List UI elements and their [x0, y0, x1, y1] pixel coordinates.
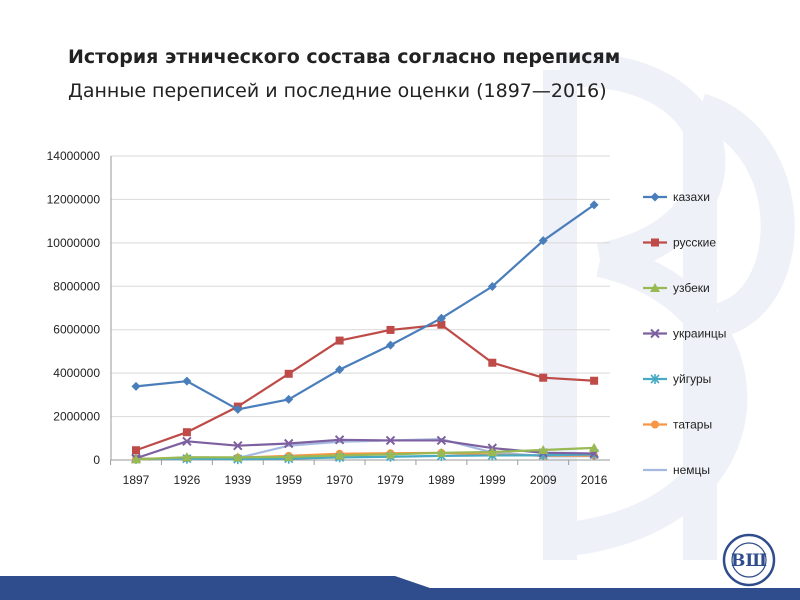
data-point	[487, 282, 497, 292]
hse-logo-icon: ВШ	[722, 533, 776, 587]
x-tick-label: 1979	[377, 473, 404, 487]
series-line	[135, 323, 595, 452]
data-point	[386, 325, 395, 334]
data-point	[232, 452, 243, 462]
slide-title: История этнического состава согласно пер…	[68, 46, 621, 68]
svg-text:ВШ: ВШ	[731, 551, 767, 571]
data-point	[538, 236, 548, 246]
data-point	[436, 435, 447, 446]
data-point	[233, 404, 243, 414]
data-point	[131, 454, 141, 464]
series-line	[135, 446, 595, 461]
series-line	[135, 203, 595, 411]
data-point	[539, 373, 548, 382]
x-tick-label: 1999	[479, 473, 506, 487]
data-point	[283, 438, 294, 449]
data-point	[385, 449, 396, 459]
data-point	[334, 450, 345, 460]
slide-subtitle: Данные переписей и последние оценки (189…	[68, 80, 607, 102]
data-point	[132, 446, 140, 455]
data-point	[233, 440, 243, 451]
legend-marker	[650, 192, 660, 202]
data-point	[436, 447, 447, 457]
legend-marker	[650, 328, 660, 339]
x-tick-label: 2016	[581, 473, 608, 487]
x-tick-label: 1970	[326, 473, 353, 487]
data-point	[589, 442, 600, 452]
legend-marker	[651, 238, 659, 247]
legend-marker	[650, 283, 660, 292]
data-point	[284, 394, 294, 404]
data-point	[589, 200, 599, 210]
legend-label: немцы	[673, 463, 710, 477]
x-tick-label: 1939	[224, 473, 251, 487]
x-tick-label: 1897	[123, 473, 150, 487]
data-point	[334, 435, 345, 445]
legend-marker	[650, 374, 660, 384]
data-point	[385, 435, 396, 446]
y-tick-label: 8000000	[53, 279, 100, 293]
y-tick-label: 14000000	[47, 149, 101, 163]
legend-label: русские	[673, 236, 716, 250]
data-point	[182, 376, 192, 386]
footer-bar	[0, 576, 800, 600]
legend-label: казахи	[673, 190, 710, 204]
x-tick-label: 1926	[174, 473, 201, 487]
data-point	[487, 446, 498, 456]
data-point	[590, 376, 599, 385]
data-point	[437, 320, 446, 329]
y-tick-label: 6000000	[53, 323, 100, 337]
y-tick-label: 10000000	[47, 236, 101, 250]
data-point	[488, 358, 497, 367]
data-point	[335, 336, 344, 345]
legend-label: узбеки	[673, 281, 710, 295]
y-tick-label: 0	[93, 453, 100, 467]
data-point	[386, 340, 395, 350]
data-point	[131, 381, 141, 391]
legend-label: украинцы	[673, 327, 726, 341]
y-tick-label: 4000000	[53, 366, 100, 380]
legend-label: уйгуры	[673, 372, 711, 386]
y-tick-label: 12000000	[47, 192, 101, 206]
data-point	[181, 452, 192, 462]
data-point	[283, 451, 294, 461]
x-tick-label: 2009	[530, 473, 557, 487]
x-tick-label: 1959	[275, 473, 302, 487]
footer-text: Высшая школа экономики, Москва, 2010	[33, 570, 166, 577]
data-point	[284, 369, 293, 378]
data-point	[182, 436, 192, 447]
data-point	[538, 445, 549, 455]
data-point	[436, 313, 446, 323]
data-point	[335, 365, 345, 375]
legend-marker	[651, 420, 659, 429]
series-line	[135, 453, 595, 461]
data-point	[182, 428, 191, 437]
y-tick-label: 2000000	[53, 410, 100, 424]
legend-label: татары	[673, 418, 712, 432]
x-tick-label: 1989	[428, 473, 455, 487]
